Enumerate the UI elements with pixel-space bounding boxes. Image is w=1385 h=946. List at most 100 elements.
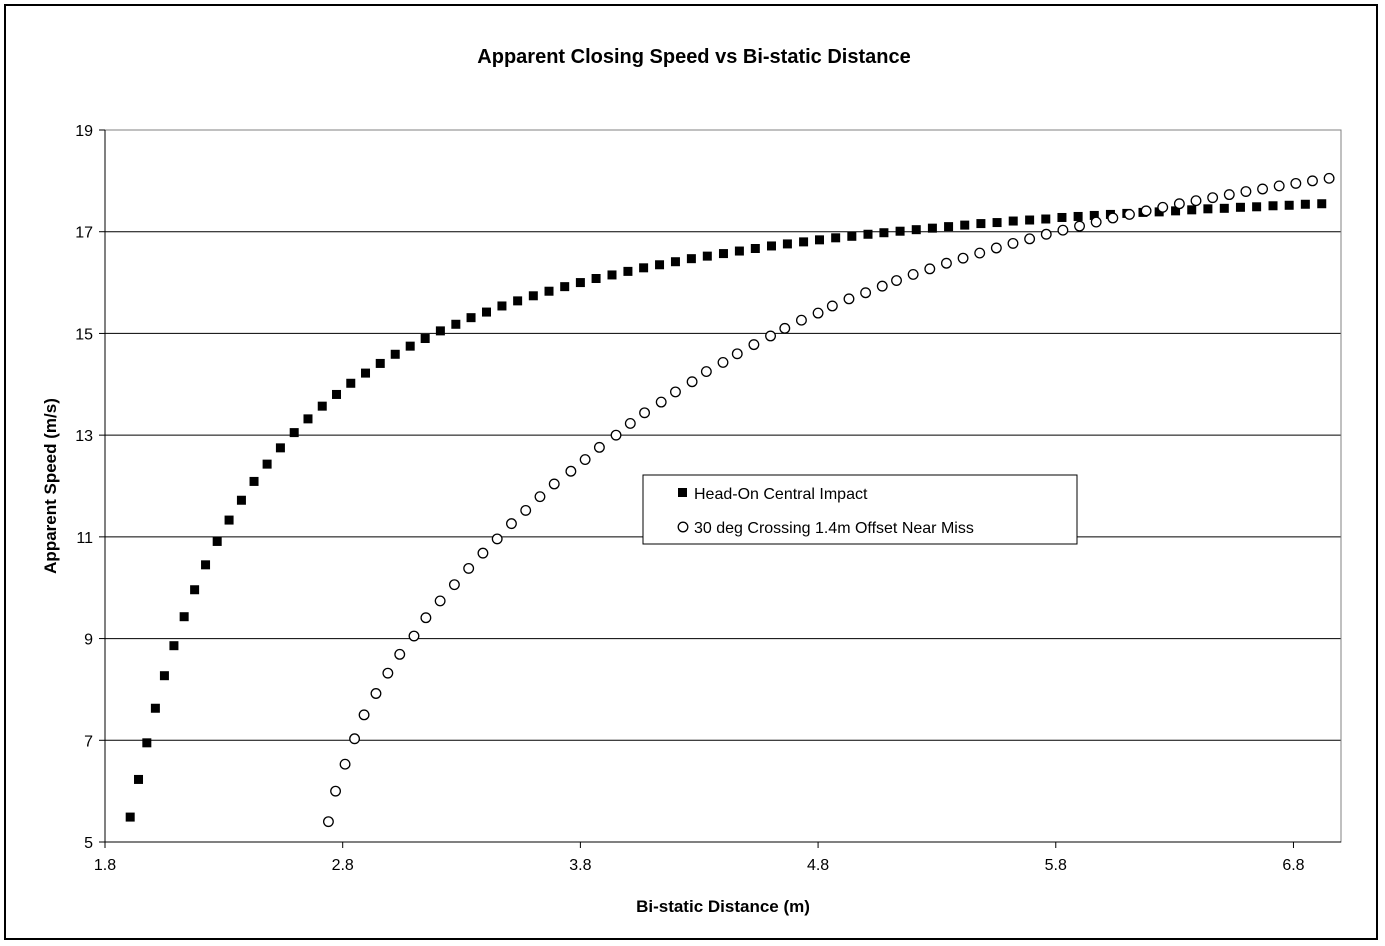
point-head-on (497, 301, 507, 311)
point-crossing (1240, 186, 1252, 197)
point-head-on (142, 738, 152, 748)
point-head-on (623, 266, 633, 276)
point-head-on (1187, 205, 1197, 215)
point-crossing (1140, 205, 1152, 217)
point-head-on (346, 378, 356, 388)
point-head-on (1235, 202, 1245, 212)
point-head-on (1154, 207, 1164, 217)
point-crossing (1007, 237, 1019, 249)
point-head-on (544, 286, 554, 296)
point-crossing (670, 386, 681, 398)
point-head-on (879, 228, 889, 238)
point-head-on (560, 282, 570, 292)
point-head-on (190, 585, 200, 595)
point-head-on (782, 239, 792, 249)
point-crossing (1090, 216, 1102, 228)
y-tick-label: 9 (84, 632, 93, 649)
point-crossing (322, 816, 334, 828)
point-crossing (394, 648, 406, 660)
point-crossing (957, 252, 969, 264)
point-crossing (990, 242, 1002, 254)
point-crossing (1290, 177, 1302, 189)
legend-label-head-on: Head-On Central Impact (694, 486, 868, 503)
point-head-on (212, 536, 222, 546)
point-head-on (718, 249, 728, 259)
point-crossing (520, 504, 532, 516)
y-tick-label: 7 (84, 733, 93, 750)
point-crossing (826, 300, 838, 312)
point-crossing (434, 595, 446, 607)
legend: Head-On Central Impact 30 deg Crossing 1… (642, 474, 1078, 545)
point-crossing (639, 407, 651, 419)
point-head-on (125, 812, 135, 822)
point-head-on (734, 246, 744, 256)
point-crossing (491, 533, 503, 545)
point-crossing (382, 667, 394, 679)
point-head-on (1203, 204, 1213, 214)
point-head-on (513, 296, 523, 306)
point-crossing (548, 478, 560, 490)
point-head-on (159, 671, 169, 681)
point-crossing (1107, 212, 1119, 224)
point-crossing (339, 758, 351, 770)
point-head-on (289, 428, 299, 438)
point-head-on (1171, 206, 1181, 216)
legend-marker-crossing (677, 521, 689, 533)
point-head-on (249, 476, 259, 486)
point-crossing (565, 465, 577, 477)
point-head-on (1089, 210, 1099, 220)
point-head-on (863, 229, 873, 239)
point-crossing (812, 307, 824, 319)
point-crossing (924, 263, 936, 275)
point-head-on (702, 251, 712, 261)
point-head-on (361, 368, 371, 378)
point-crossing (1323, 172, 1335, 184)
point-head-on (1073, 211, 1083, 221)
point-crossing (1307, 175, 1318, 187)
point-crossing (1024, 233, 1036, 245)
point-crossing (349, 733, 361, 745)
point-head-on (1041, 214, 1051, 224)
point-crossing (1173, 198, 1185, 210)
point-head-on (591, 274, 601, 284)
x-tick-label: 5.8 (1045, 857, 1067, 874)
point-head-on (992, 218, 1002, 228)
point-crossing (330, 785, 342, 797)
point-crossing (593, 441, 605, 453)
legend-marker-head-on (678, 488, 687, 497)
point-head-on (847, 231, 857, 241)
point-head-on (655, 260, 665, 270)
point-crossing (408, 630, 420, 642)
point-head-on (944, 222, 954, 232)
point-crossing (891, 275, 902, 286)
point-head-on (150, 703, 160, 713)
x-tick-label: 6.8 (1282, 857, 1304, 874)
point-crossing (1057, 224, 1069, 236)
point-crossing (358, 709, 370, 721)
point-head-on (236, 495, 246, 505)
point-crossing (420, 612, 432, 624)
point-crossing (624, 417, 636, 429)
point-head-on (750, 243, 760, 253)
point-crossing (907, 268, 919, 280)
point-head-on (134, 774, 144, 784)
point-head-on (927, 223, 937, 233)
point-crossing (860, 287, 872, 299)
x-axis-title: Bi-static Distance (m) (636, 897, 810, 916)
point-crossing (974, 247, 986, 259)
point-head-on (607, 270, 617, 280)
x-tick-label: 3.8 (569, 857, 591, 874)
point-head-on (405, 341, 415, 351)
point-crossing (1190, 195, 1202, 207)
point-head-on (262, 459, 272, 469)
point-head-on (799, 237, 809, 247)
point-crossing (448, 579, 460, 591)
point-crossing (1124, 208, 1135, 220)
point-head-on (1008, 216, 1018, 226)
point-crossing (765, 330, 776, 342)
point-crossing (655, 396, 667, 408)
point-crossing (534, 491, 546, 503)
point-head-on (686, 254, 696, 264)
point-head-on (169, 641, 179, 651)
